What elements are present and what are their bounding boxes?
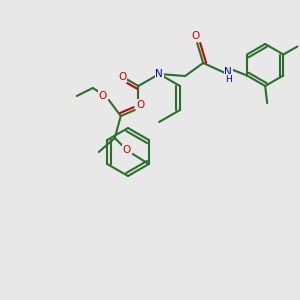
Text: O: O — [123, 145, 131, 155]
Text: N: N — [224, 67, 232, 77]
Text: O: O — [99, 91, 107, 101]
Text: O: O — [137, 100, 145, 110]
Text: O: O — [191, 31, 199, 41]
Text: N: N — [155, 69, 163, 79]
Text: O: O — [119, 72, 127, 82]
Text: H: H — [225, 74, 232, 83]
